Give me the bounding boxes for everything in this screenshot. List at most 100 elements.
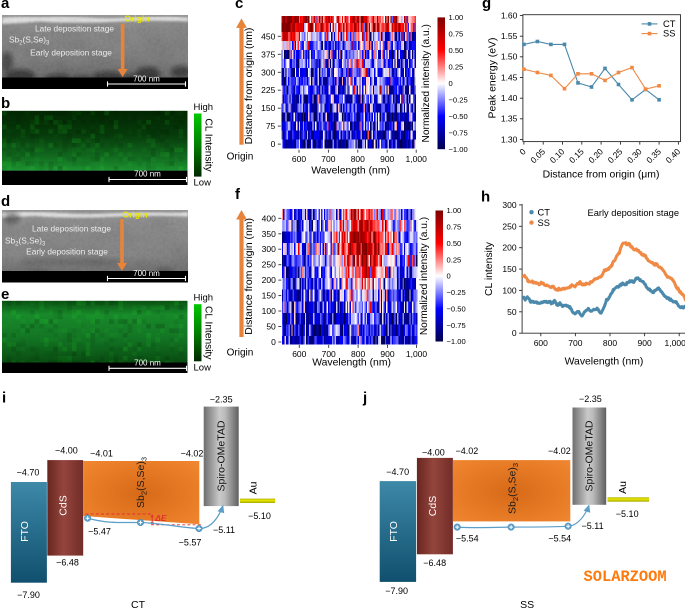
svg-text:Au: Au [248,481,260,494]
svg-text:Normalized intensity (a.u.): Normalized intensity (a.u.) [421,24,432,142]
svg-text:SS: SS [520,599,534,610]
svg-text:1.00: 1.00 [449,13,464,22]
svg-text:Origin: Origin [124,14,149,24]
svg-text:0: 0 [512,328,517,338]
svg-text:800: 800 [603,338,617,348]
svg-text:SOLARZOOM: SOLARZOOM [584,568,667,586]
svg-text:−4.70: −4.70 [17,468,40,478]
svg-text:Origin: Origin [227,348,254,359]
svg-text:−2.35: −2.35 [210,395,233,405]
svg-text:CT: CT [131,599,146,610]
svg-text:700 nm: 700 nm [133,75,160,84]
svg-text:Distance from origin (nm): Distance from origin (nm) [244,28,255,145]
svg-text:700: 700 [321,154,335,164]
svg-text:Spiro-OMeTAD: Spiro-OMeTAD [583,420,595,491]
svg-text:−0.75: −0.75 [449,128,468,137]
svg-text:i: i [2,390,6,407]
svg-text:0.75: 0.75 [449,30,464,39]
svg-text:Low: Low [194,362,212,373]
svg-text:−6.48: −6.48 [423,558,446,568]
svg-text:−6.48: −6.48 [56,557,79,567]
svg-text:Low: Low [194,178,212,189]
svg-text:−0.25: −0.25 [449,95,468,104]
svg-text:CL Intensity: CL Intensity [203,118,214,172]
svg-text:100: 100 [262,306,276,316]
svg-text:Early deposition stage: Early deposition stage [588,208,679,218]
svg-text:700: 700 [322,349,336,359]
svg-text:Sb2(S,Se)3: Sb2(S,Se)3 [135,457,148,508]
svg-text:−4.00: −4.00 [55,446,78,456]
svg-text:0.25: 0.25 [449,63,464,72]
svg-text:High: High [194,293,214,304]
svg-text:700 nm: 700 nm [133,269,160,278]
svg-text:300: 300 [261,67,275,77]
svg-text:1.50: 1.50 [501,52,518,62]
svg-text:1.35: 1.35 [501,114,518,124]
svg-text:250: 250 [262,260,276,270]
svg-text:CdS: CdS [58,495,70,515]
svg-text:e: e [1,286,9,303]
svg-text:−5.10: −5.10 [616,509,639,519]
svg-text:600: 600 [292,154,306,164]
svg-text:50: 50 [266,322,276,332]
svg-text:900: 900 [380,349,394,359]
svg-text:1,000: 1,000 [406,154,428,164]
svg-text:1.40: 1.40 [501,93,518,103]
svg-text:f: f [235,186,241,203]
svg-text:1.55: 1.55 [501,31,518,41]
svg-text:Wavelength (nm): Wavelength (nm) [311,165,390,176]
svg-text:c: c [235,0,243,12]
svg-text:0.50: 0.50 [447,239,462,248]
svg-text:CL intensity: CL intensity [484,241,495,296]
svg-text:Sb2(S,Se)3: Sb2(S,Se)3 [507,463,520,514]
svg-text:Origin: Origin [227,152,254,163]
svg-text:1,000: 1,000 [665,338,685,348]
svg-text:h: h [481,189,490,206]
svg-text:75: 75 [266,121,276,131]
svg-text:−5.54: −5.54 [456,534,479,544]
svg-text:CT: CT [538,207,551,217]
svg-text:1.30: 1.30 [501,134,518,144]
svg-text:CdS: CdS [427,496,439,516]
svg-text:Sb2(S,Se)3: Sb2(S,Se)3 [5,236,46,248]
svg-text:375: 375 [261,49,275,59]
svg-text:−4.02: −4.02 [181,449,204,459]
svg-text:ΔE: ΔE [154,513,167,523]
svg-text:1,000: 1,000 [406,349,428,359]
svg-text:−5.10: −5.10 [248,511,271,521]
svg-text:0.25: 0.25 [447,255,462,264]
svg-text:1.60: 1.60 [501,10,518,20]
svg-text:−0.50: −0.50 [449,112,468,121]
svg-text:Distance from origin (μm): Distance from origin (μm) [543,170,660,181]
svg-text:350: 350 [262,229,276,239]
svg-text:−4.70: −4.70 [386,467,409,477]
svg-text:−0.50: −0.50 [447,304,466,313]
svg-text:450: 450 [261,31,275,41]
svg-text:Origin: Origin [122,210,147,220]
svg-text:−4.02: −4.02 [548,446,571,456]
svg-text:600: 600 [292,349,306,359]
svg-text:−5.11: −5.11 [213,525,235,535]
svg-text:FTO: FTO [19,521,31,542]
svg-text:150: 150 [502,264,516,274]
svg-text:−2.35: −2.35 [579,394,602,404]
svg-text:900: 900 [380,154,394,164]
svg-text:Early deposition stage: Early deposition stage [30,48,112,58]
svg-text:0: 0 [517,146,528,157]
svg-text:−5.57: −5.57 [179,538,202,548]
svg-text:−1.00: −1.00 [447,337,466,346]
svg-text:Sb2(S,Se)3: Sb2(S,Se)3 [9,35,50,47]
svg-text:0: 0 [271,139,276,149]
svg-text:j: j [362,390,367,407]
svg-text:Early deposition stage: Early deposition stage [26,247,108,257]
svg-text:Distance from origin (nm): Distance from origin (nm) [244,218,255,335]
svg-text:100: 100 [502,285,516,295]
svg-text:700 nm: 700 nm [134,170,161,179]
svg-text:700: 700 [568,338,582,348]
svg-text:−5.47: −5.47 [88,527,111,537]
svg-text:150: 150 [261,103,275,113]
svg-text:800: 800 [351,154,365,164]
svg-text:400: 400 [262,213,276,223]
svg-text:b: b [1,95,10,112]
svg-text:Peak energy (eV): Peak energy (eV) [488,38,499,119]
